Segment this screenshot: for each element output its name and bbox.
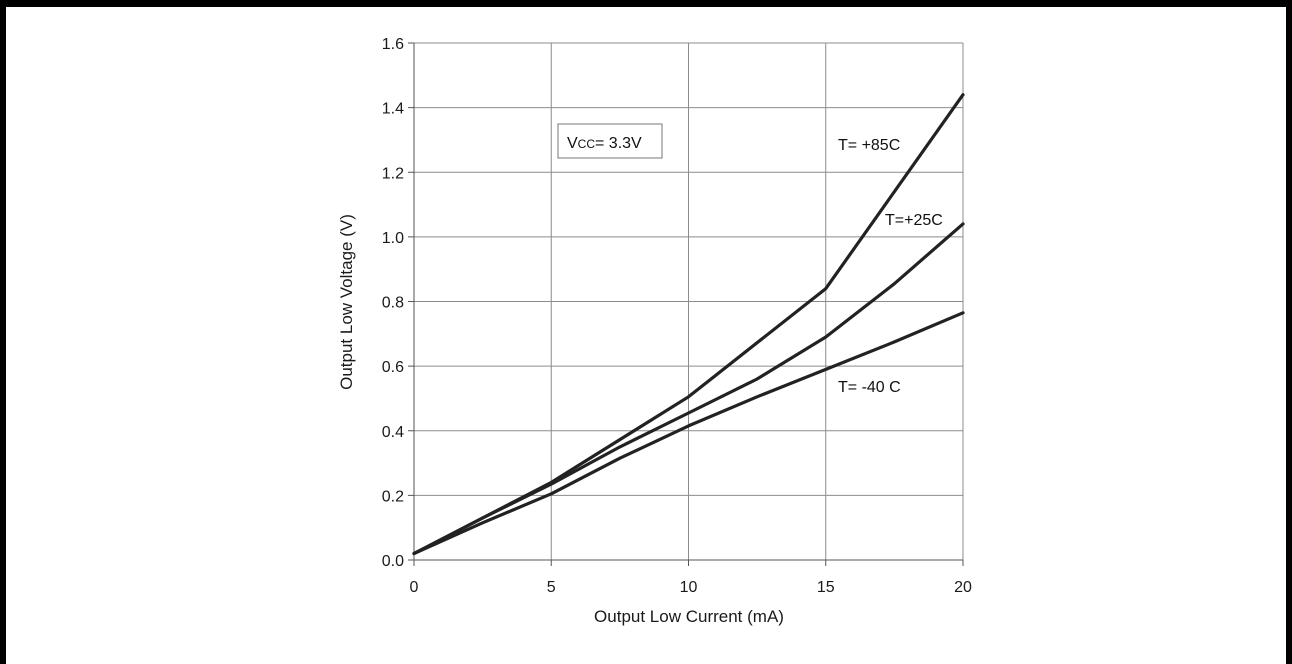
x-tick-label: 0 bbox=[410, 579, 419, 596]
y-tick-label: 0.4 bbox=[382, 424, 404, 441]
series-label-neg40c: T= -40 C bbox=[838, 379, 901, 396]
y-tick-label: 1.2 bbox=[382, 165, 404, 182]
vcc-annotation-text: VCC= 3.3V bbox=[567, 135, 642, 152]
y-axis-title: Output Low Voltage (V) bbox=[337, 214, 356, 390]
series-line-neg40c bbox=[412, 311, 965, 556]
vcc-v: V bbox=[567, 135, 578, 152]
y-tick-label: 1.0 bbox=[382, 230, 404, 247]
series-label-25c: T=+25C bbox=[885, 212, 943, 229]
y-tick-label: 1.6 bbox=[382, 36, 404, 53]
grid bbox=[414, 42, 964, 560]
y-tick-label: 0.6 bbox=[382, 359, 404, 376]
series-line-25c bbox=[412, 222, 965, 556]
x-tick-label: 10 bbox=[680, 579, 698, 596]
y-tick-label: 0.8 bbox=[382, 295, 404, 312]
y-tick-label: 1.4 bbox=[382, 101, 404, 118]
series-label-85c: T= +85C bbox=[838, 137, 900, 154]
y-tick-label: 0.0 bbox=[382, 553, 404, 570]
series-lines bbox=[412, 93, 965, 556]
axes bbox=[408, 42, 964, 566]
vcc-annotation: VCC= 3.3V bbox=[557, 123, 663, 159]
x-tick-label: 15 bbox=[817, 579, 835, 596]
vcc-rest: = 3.3V bbox=[595, 135, 642, 152]
vcc-sub: CC bbox=[578, 137, 596, 151]
tick-labels: 0.0 0.2 0.4 0.6 0.8 1.0 1.2 1.4 1.6 0 5 10 15 20 bbox=[382, 36, 972, 596]
vcc-annotation-box bbox=[557, 123, 663, 159]
x-tick-label: 20 bbox=[954, 579, 972, 596]
x-tick-label: 5 bbox=[547, 579, 556, 596]
y-tick-label: 0.2 bbox=[382, 488, 404, 505]
x-axis-title: Output Low Current (mA) bbox=[594, 607, 784, 626]
